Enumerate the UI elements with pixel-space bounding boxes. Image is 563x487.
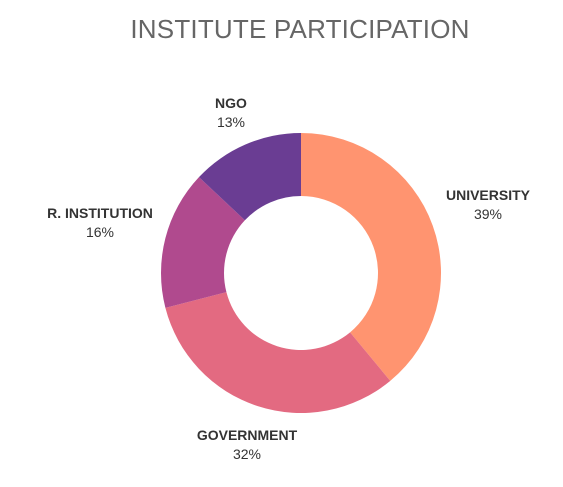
- slice-label-university: UNIVERSITY 39%: [408, 186, 563, 224]
- slice-label-ngo: NGO 13%: [151, 94, 311, 132]
- slice-value-label: 32%: [232, 446, 262, 462]
- slice-category-label: R. INSTITUTION: [47, 205, 153, 221]
- chart-title: INSTITUTE PARTICIPATION: [130, 14, 470, 44]
- slice-category-label: GOVERNMENT: [196, 427, 298, 443]
- donut-slice-ngo: [198, 133, 301, 221]
- donut-slice-university: [301, 133, 441, 381]
- slice-value-label: 39%: [473, 206, 503, 222]
- slice-label-r-institution: R. INSTITUTION 16%: [20, 204, 180, 242]
- slice-label-government: GOVERNMENT 32%: [167, 426, 327, 464]
- slice-value-label: 13%: [216, 114, 246, 130]
- slice-category-label: UNIVERSITY: [445, 187, 530, 203]
- donut-slice-r-institution: [161, 177, 245, 308]
- slice-value-label: 16%: [85, 224, 115, 240]
- donut-slice-government: [165, 292, 391, 414]
- slice-category-label: NGO: [215, 95, 247, 111]
